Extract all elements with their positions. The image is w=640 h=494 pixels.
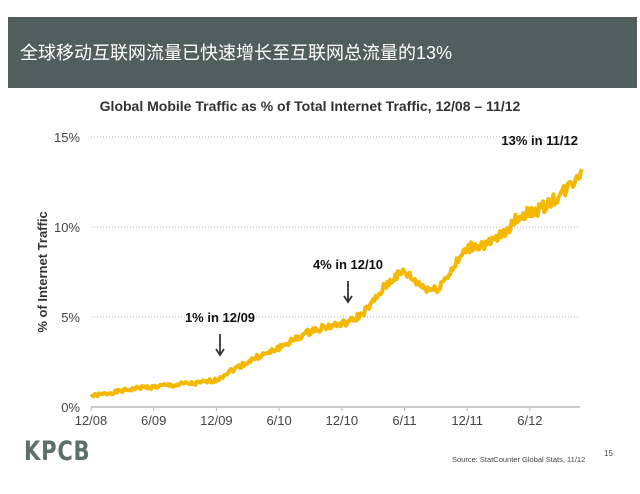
source-note: Source: StatCounter Global Stats, 11/12: [452, 455, 586, 464]
y-axis-label: % of Internet Traffic: [35, 211, 50, 332]
series-line: [89, 168, 584, 399]
arrow-head-icon: [343, 295, 353, 304]
annotation-label: 13% in 11/12: [501, 133, 578, 148]
x-tick-label: 12/11: [451, 413, 483, 428]
x-tick-label: 6/09: [141, 413, 166, 428]
arrow-head-icon: [215, 348, 225, 357]
chart-title: Global Mobile Traffic as % of Total Inte…: [99, 98, 521, 114]
x-tick-label: 12/09: [200, 413, 233, 428]
y-tick-label: 5%: [61, 310, 80, 325]
annotation-label: 1% in 12/09: [185, 310, 255, 325]
x-tick-label: 12/10: [326, 413, 359, 428]
kpcb-logo: KPCB: [24, 436, 91, 467]
x-tick-label: 6/12: [517, 413, 542, 428]
y-tick-label: 10%: [54, 220, 80, 235]
x-tick-label: 6/11: [392, 413, 416, 428]
slide-title: 全球移动互联网流量已快速增长至互联网总流量的13%: [20, 43, 453, 63]
x-tick-label: 12/08: [75, 413, 108, 428]
x-tick-label: 6/10: [266, 413, 291, 428]
y-tick-label: 15%: [54, 130, 80, 145]
y-tick-label: 0%: [61, 400, 80, 415]
header-bar: 全球移动互联网流量已快速增长至互联网总流量的13%: [8, 17, 637, 88]
annotation-label: 4% in 12/10: [313, 257, 383, 272]
page-number: 15: [604, 449, 613, 458]
